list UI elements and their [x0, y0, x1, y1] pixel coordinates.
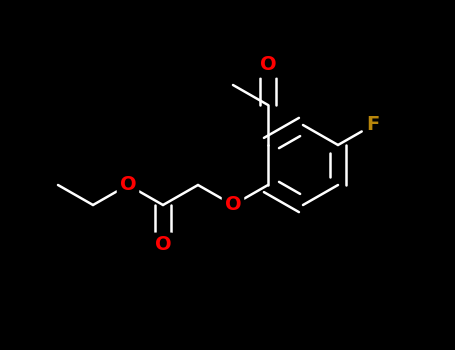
- Text: O: O: [225, 196, 241, 215]
- Text: O: O: [260, 56, 276, 75]
- Text: O: O: [155, 236, 172, 254]
- Text: O: O: [120, 175, 136, 195]
- Text: F: F: [366, 116, 379, 134]
